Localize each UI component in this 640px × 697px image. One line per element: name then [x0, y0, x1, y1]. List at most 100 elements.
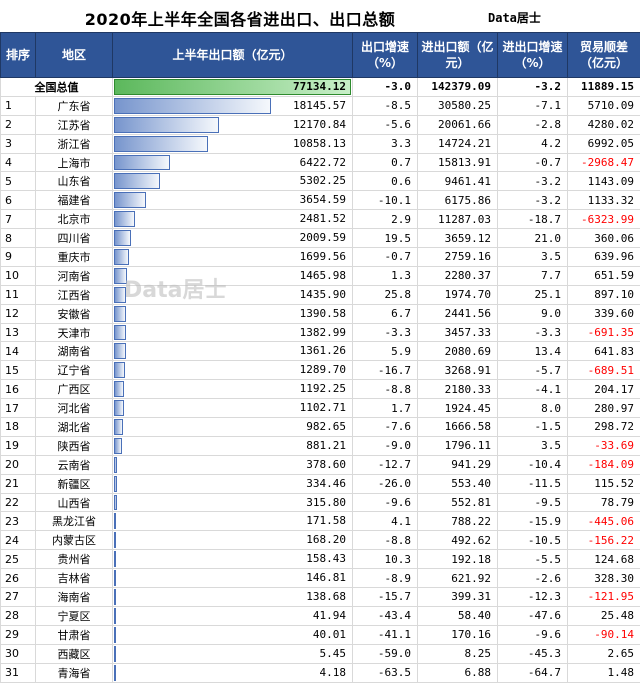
- row-trade-growth: 9.0: [497, 303, 568, 324]
- row-trade: 2180.33: [417, 379, 498, 400]
- export-value: 1102.71: [299, 401, 346, 415]
- row-rank: 3: [0, 133, 36, 154]
- export-value: 1699.56: [299, 250, 346, 264]
- table-row: 10 河南省 1465.98 1.3 2280.37 7.7 651.59: [0, 265, 640, 286]
- table-row: 22 山西省 315.80 -9.6 552.81 -9.5 78.79: [0, 492, 640, 513]
- export-bar: [114, 456, 117, 473]
- export-bar: [114, 570, 116, 587]
- table-row: 4 上海市 6422.72 0.7 15813.91 -0.7 -2968.47: [0, 152, 640, 173]
- row-trade-growth: -2.8: [497, 114, 568, 135]
- page-title: 2020年上半年全国各省进出口、出口总额: [84, 10, 396, 29]
- row-export-cell: 3654.59: [112, 190, 353, 211]
- table-row: 7 北京市 2481.52 2.9 11287.03 -18.7 -6323.99: [0, 209, 640, 230]
- row-export-growth: -8.5: [352, 95, 418, 116]
- total-trade: 142379.09: [417, 77, 498, 97]
- row-export-growth: -43.4: [352, 605, 418, 626]
- row-trade: 1974.70: [417, 284, 498, 305]
- table-row: 16 广西区 1192.25 -8.8 2180.33 -4.1 204.17: [0, 379, 640, 400]
- export-bar: [114, 494, 117, 511]
- total-export-cell: 77134.12: [112, 77, 353, 97]
- export-bar: [114, 626, 116, 643]
- export-value: 171.58: [306, 514, 346, 528]
- row-export-growth: 0.7: [352, 152, 418, 173]
- row-surplus: 651.59: [567, 265, 640, 286]
- table-row: 19 陕西省 881.21 -9.0 1796.11 3.5 -33.69: [0, 435, 640, 456]
- row-export-cell: 40.01: [112, 624, 353, 645]
- export-value: 982.65: [306, 420, 346, 434]
- row-trade-growth: -3.2: [497, 190, 568, 211]
- header-trade-growth: 进出口增速（%）: [497, 32, 568, 78]
- table-row: 20 云南省 378.60 -12.7 941.29 -10.4 -184.09: [0, 454, 640, 475]
- row-region: 吉林省: [35, 568, 113, 589]
- row-surplus: 4280.02: [567, 114, 640, 135]
- row-rank: 25: [0, 549, 36, 570]
- row-region: 黑龙江省: [35, 511, 113, 532]
- row-export-cell: 138.68: [112, 587, 353, 607]
- row-trade-growth: 21.0: [497, 228, 568, 249]
- total-export-value: 77134.12: [293, 80, 346, 93]
- row-rank: 29: [0, 624, 36, 645]
- row-rank: 5: [0, 171, 36, 192]
- header-rank: 排序: [0, 32, 36, 78]
- export-bar: [114, 589, 116, 605]
- row-trade-growth: -0.7: [497, 152, 568, 173]
- row-rank: 8: [0, 228, 36, 249]
- row-region: 河北省: [35, 398, 113, 419]
- row-trade: 492.62: [417, 530, 498, 551]
- export-bar: [114, 116, 219, 133]
- row-rank: 23: [0, 511, 36, 532]
- row-trade-growth: -9.6: [497, 624, 568, 645]
- row-trade-growth: 25.1: [497, 284, 568, 305]
- table-row: 11 江西省 1435.90 25.8 1974.70 25.1 897.10: [0, 284, 640, 305]
- row-surplus: 1143.09: [567, 171, 640, 192]
- export-value: 5.45: [319, 646, 347, 660]
- row-export-growth: -12.7: [352, 454, 418, 475]
- export-bar: [114, 230, 131, 247]
- row-surplus: 2.65: [567, 643, 640, 664]
- export-value: 40.01: [312, 627, 346, 641]
- row-surplus: 6992.05: [567, 133, 640, 154]
- export-bar: [114, 475, 117, 492]
- export-value: 41.94: [312, 608, 346, 622]
- row-surplus: 360.06: [567, 228, 640, 249]
- row-surplus: 639.96: [567, 247, 640, 267]
- row-export-cell: 10858.13: [112, 133, 353, 154]
- export-value: 1390.58: [299, 306, 346, 320]
- export-value: 6422.72: [299, 155, 346, 169]
- row-trade: 14724.21: [417, 133, 498, 154]
- row-region: 四川省: [35, 228, 113, 249]
- export-value: 1192.25: [299, 382, 346, 396]
- row-region: 宁夏区: [35, 605, 113, 626]
- row-trade-growth: -5.5: [497, 549, 568, 570]
- row-surplus: -2968.47: [567, 152, 640, 173]
- table-row: 26 吉林省 146.81 -8.9 621.92 -2.6 328.30: [0, 568, 640, 589]
- row-rank: 6: [0, 190, 36, 211]
- row-export-cell: 1390.58: [112, 303, 353, 324]
- header-export: 上半年出口额（亿元）: [112, 32, 353, 78]
- row-surplus: 25.48: [567, 605, 640, 626]
- export-bar: [114, 324, 126, 341]
- row-export-cell: 4.18: [112, 662, 353, 683]
- row-trade: 11287.03: [417, 209, 498, 230]
- row-region: 河南省: [35, 265, 113, 286]
- row-region: 福建省: [35, 190, 113, 211]
- row-region: 海南省: [35, 587, 113, 607]
- table-row: 29 甘肃省 40.01 -41.1 170.16 -9.6 -90.14: [0, 624, 640, 645]
- row-region: 新疆区: [35, 473, 113, 494]
- total-surplus: 11889.15: [567, 77, 640, 97]
- row-export-cell: 6422.72: [112, 152, 353, 173]
- row-trade: 9461.41: [417, 171, 498, 192]
- row-trade: 3659.12: [417, 228, 498, 249]
- row-trade-growth: 8.0: [497, 398, 568, 419]
- row-rank: 27: [0, 587, 36, 607]
- row-trade: 788.22: [417, 511, 498, 532]
- row-export-cell: 146.81: [112, 568, 353, 589]
- row-trade-growth: -9.5: [497, 492, 568, 513]
- table-row: 25 贵州省 158.43 10.3 192.18 -5.5 124.68: [0, 549, 640, 570]
- export-value: 158.43: [306, 552, 346, 566]
- export-bar: [114, 645, 116, 662]
- row-region: 湖南省: [35, 341, 113, 362]
- row-rank: 10: [0, 265, 36, 286]
- row-surplus: 641.83: [567, 341, 640, 362]
- export-value: 168.20: [306, 533, 346, 547]
